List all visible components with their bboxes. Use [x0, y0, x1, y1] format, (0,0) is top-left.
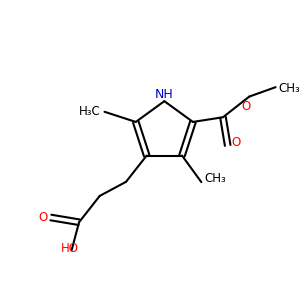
Text: O: O: [38, 211, 47, 224]
Text: O: O: [231, 136, 241, 149]
Text: O: O: [242, 100, 251, 113]
Text: NH: NH: [155, 88, 174, 101]
Text: CH₃: CH₃: [204, 172, 226, 185]
Text: HO: HO: [61, 242, 79, 255]
Text: CH₃: CH₃: [278, 82, 300, 95]
Text: H₃C: H₃C: [79, 105, 101, 118]
